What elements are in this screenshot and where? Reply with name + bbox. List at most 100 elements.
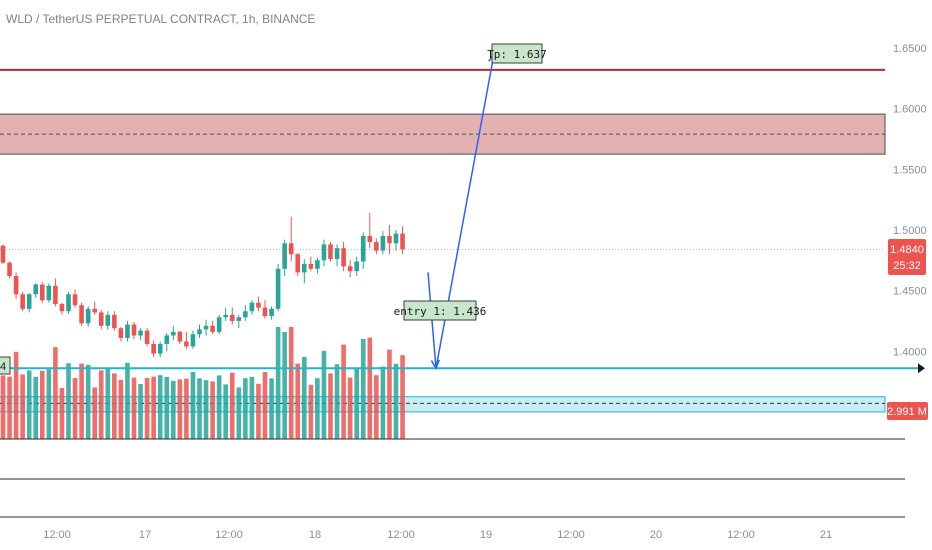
volume-bar: [315, 378, 320, 439]
chart-title: WLD / TetherUS PERPETUAL CONTRACT, 1h, B…: [6, 12, 315, 26]
volume-bar: [275, 327, 281, 439]
candle-body: [315, 260, 320, 269]
candle-body: [98, 312, 104, 326]
candle-body: [40, 284, 45, 301]
left-edge-label: 4: [0, 361, 6, 373]
price-tick-label: 1.4500: [893, 286, 927, 298]
volume-bar: [387, 349, 392, 439]
time-tick-label: 19: [480, 529, 492, 541]
price-tick-label: 1.6500: [893, 43, 927, 55]
candle-body: [131, 324, 137, 336]
candle-body: [105, 314, 111, 326]
price-tick-label: 1.5500: [893, 164, 927, 176]
candle-body: [59, 303, 65, 312]
volume-bar: [112, 373, 117, 439]
candle-body: [26, 294, 32, 309]
volume-bar: [20, 374, 25, 439]
volume-bar: [197, 378, 202, 439]
time-axis[interactable]: 12:00 17 12:00 18 12:00 19 12:00 20 12:00 21: [43, 529, 832, 541]
candle-body: [79, 305, 84, 324]
volume-bar: [151, 376, 156, 439]
volume-bar: [282, 332, 287, 439]
candle-body: [216, 317, 222, 332]
tp-label-box[interactable]: Tp: 1.637: [487, 43, 547, 64]
candle-body: [190, 334, 196, 347]
last-price-badge: 1.4840 25:32: [888, 239, 926, 275]
volume-badge-background: [887, 402, 928, 420]
candle-body: [229, 314, 235, 321]
candle-body: [210, 325, 215, 332]
volume-bar: [367, 337, 373, 439]
candle-body: [118, 328, 124, 338]
price-tick-label: 1.6000: [893, 104, 927, 116]
candle-body: [46, 285, 52, 301]
volume-bar: [262, 372, 268, 439]
candle-body: [262, 307, 268, 317]
candle-body: [347, 266, 353, 272]
candle-body: [197, 329, 202, 335]
candle-body: [125, 324, 130, 338]
candle-body: [275, 268, 281, 309]
support-line-end-icon: [918, 363, 925, 374]
candle-body: [72, 294, 78, 306]
volume-bar: [229, 372, 235, 439]
volume-bar: [92, 387, 97, 439]
last-price-value: 1.4840: [890, 244, 924, 256]
candlestick-series: [0, 212, 405, 358]
candle-body: [164, 335, 170, 344]
time-tick-label: 12:00: [727, 529, 755, 541]
volume-bar: [190, 372, 196, 439]
entry-label: entry 1: 1.436: [394, 305, 487, 318]
volume-bar: [66, 363, 71, 439]
price-axis[interactable]: 1.6500 1.6000 1.5500 1.5000 1.4500 1.4000: [893, 43, 927, 358]
countdown-timer: 25:32: [893, 260, 921, 272]
time-tick-label: 12:00: [215, 529, 243, 541]
tp-label-background: [491, 43, 543, 64]
candle-body: [184, 341, 189, 347]
candle-body: [380, 236, 386, 251]
candle-body: [53, 285, 58, 304]
volume-bar: [59, 388, 65, 439]
volume-bar: [210, 381, 215, 439]
entry-label-box[interactable]: entry 1: 1.436: [394, 300, 487, 321]
volume-bar: [33, 376, 39, 439]
volume-bar: [125, 362, 130, 439]
candle-body: [295, 254, 301, 273]
volume-bar: [171, 380, 176, 439]
time-tick-label: 20: [650, 529, 662, 541]
volume-bar: [138, 384, 143, 439]
volume-bar: [341, 344, 346, 439]
candle-body: [302, 263, 307, 273]
candle-body: [393, 233, 399, 244]
candle-body: [328, 244, 333, 260]
candle-body: [112, 314, 117, 329]
volume-bar: [380, 366, 386, 439]
candle-body: [13, 276, 19, 295]
volume-bar: [98, 370, 104, 439]
entry-label-background: [403, 300, 477, 321]
left-edge-label-background: [0, 356, 11, 375]
candle-body: [157, 343, 163, 354]
time-tick-label: 17: [139, 529, 151, 541]
candle-body: [171, 331, 176, 336]
candle-body: [7, 262, 12, 277]
candle-body: [367, 236, 373, 243]
candle-body: [321, 244, 327, 261]
volume-bar: [177, 379, 183, 439]
volume-badge: 2.991 M: [887, 402, 928, 420]
candle-body: [269, 308, 274, 317]
volume-bar: [131, 377, 137, 439]
volume-bar: [256, 383, 261, 439]
candle-body: [20, 294, 25, 309]
volume-bar: [243, 378, 248, 439]
volume-bar: [164, 377, 170, 439]
volume-bar: [40, 370, 45, 439]
candle-body: [400, 233, 405, 250]
candle-body: [66, 294, 71, 312]
candle-body: [85, 308, 91, 324]
time-tick-label: 12:00: [557, 529, 585, 541]
time-tick-label: 12:00: [43, 529, 71, 541]
candle-body: [138, 330, 143, 336]
volume-bar: [144, 378, 150, 439]
